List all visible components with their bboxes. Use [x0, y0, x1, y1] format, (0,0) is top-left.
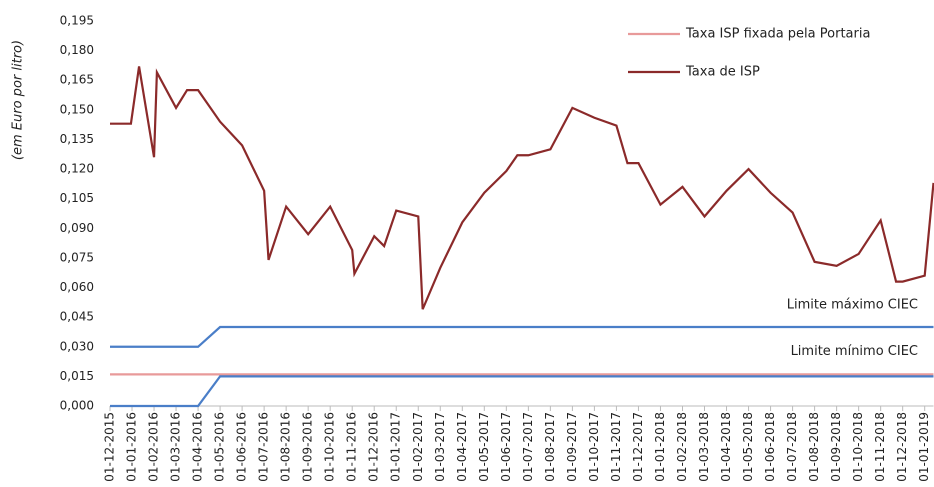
- x-tick-label: 01-12-2017: [631, 412, 645, 482]
- y-tick-label: 0,195: [60, 14, 94, 28]
- y-axis-label: (em Euro por litro): [11, 40, 26, 160]
- x-tick-label: 01-02-2017: [411, 412, 425, 482]
- x-tick-label: 01-03-2016: [169, 412, 183, 482]
- x-tick-label: 01-08-2017: [543, 412, 557, 482]
- x-tick-label: 01-08-2016: [279, 412, 293, 482]
- line-annotation: Limite mínimo CIEC: [791, 344, 918, 359]
- x-tick-label: 01-06-2017: [499, 412, 513, 482]
- y-tick-label: 0,090: [60, 221, 94, 235]
- x-tick-label: 01-07-2016: [257, 412, 271, 482]
- x-tick-label: 01-04-2017: [455, 412, 469, 482]
- x-tick-label: 01-05-2016: [213, 412, 227, 482]
- y-tick-label: 0,030: [60, 339, 94, 353]
- x-tick-label: 01-09-2018: [829, 412, 843, 482]
- x-tick-label: 01-04-2016: [191, 412, 205, 482]
- x-tick-label: 01-01-2018: [653, 412, 667, 482]
- x-tick-label: 01-12-2018: [895, 412, 909, 482]
- x-tick-label: 01-01-2017: [389, 412, 403, 482]
- legend-label: Taxa de ISP: [685, 65, 760, 80]
- y-tick-label: 0,120: [60, 162, 94, 176]
- x-tick-label: 01-09-2017: [565, 412, 579, 482]
- x-tick-label: 01-05-2017: [477, 412, 491, 482]
- y-tick-label: 0,000: [60, 399, 94, 413]
- x-tick-label: 01-10-2016: [323, 412, 337, 482]
- series-line: [110, 66, 934, 310]
- y-tick-label: 0,045: [60, 310, 94, 324]
- y-tick-label: 0,165: [60, 73, 94, 87]
- x-tick-label: 01-11-2018: [873, 412, 887, 482]
- series-line: [110, 375, 934, 408]
- x-tick-label: 01-07-2017: [521, 412, 535, 482]
- x-tick-label: 01-10-2017: [587, 412, 601, 482]
- x-tick-label: 01-02-2018: [675, 412, 689, 482]
- x-tick-label: 01-11-2017: [609, 412, 623, 482]
- x-tick-label: 01-12-2015: [103, 412, 117, 482]
- x-tick-label: 01-05-2018: [741, 412, 755, 482]
- y-tick-label: 0,105: [60, 191, 94, 205]
- y-tick-label: 0,015: [60, 369, 94, 383]
- y-tick-label: 0,150: [60, 102, 94, 116]
- x-tick-label: 01-10-2018: [851, 412, 865, 482]
- y-tick-label: 0,180: [60, 43, 94, 57]
- x-tick-label: 01-04-2018: [719, 412, 733, 482]
- x-tick-label: 01-12-2016: [367, 412, 381, 482]
- x-tick-label: 01-02-2016: [147, 412, 161, 482]
- y-tick-label: 0,060: [60, 280, 94, 294]
- x-tick-label: 01-01-2019: [917, 412, 931, 482]
- series-line: [110, 325, 934, 348]
- y-tick-label: 0,135: [60, 132, 94, 146]
- x-tick-label: 01-06-2016: [235, 412, 249, 482]
- x-tick-label: 01-08-2018: [807, 412, 821, 482]
- x-tick-label: 01-11-2016: [345, 412, 359, 482]
- legend-label: Taxa ISP fixada pela Portaria: [685, 27, 870, 42]
- y-tick-label: 0,075: [60, 250, 94, 264]
- x-tick-label: 01-03-2017: [433, 412, 447, 482]
- x-tick-label: 01-03-2018: [697, 412, 711, 482]
- x-tick-label: 01-07-2018: [785, 412, 799, 482]
- x-tick-label: 01-09-2016: [301, 412, 315, 482]
- line-annotation: Limite máximo CIEC: [787, 298, 918, 313]
- x-tick-label: 01-01-2016: [125, 412, 139, 482]
- x-tick-label: 01-06-2018: [763, 412, 777, 482]
